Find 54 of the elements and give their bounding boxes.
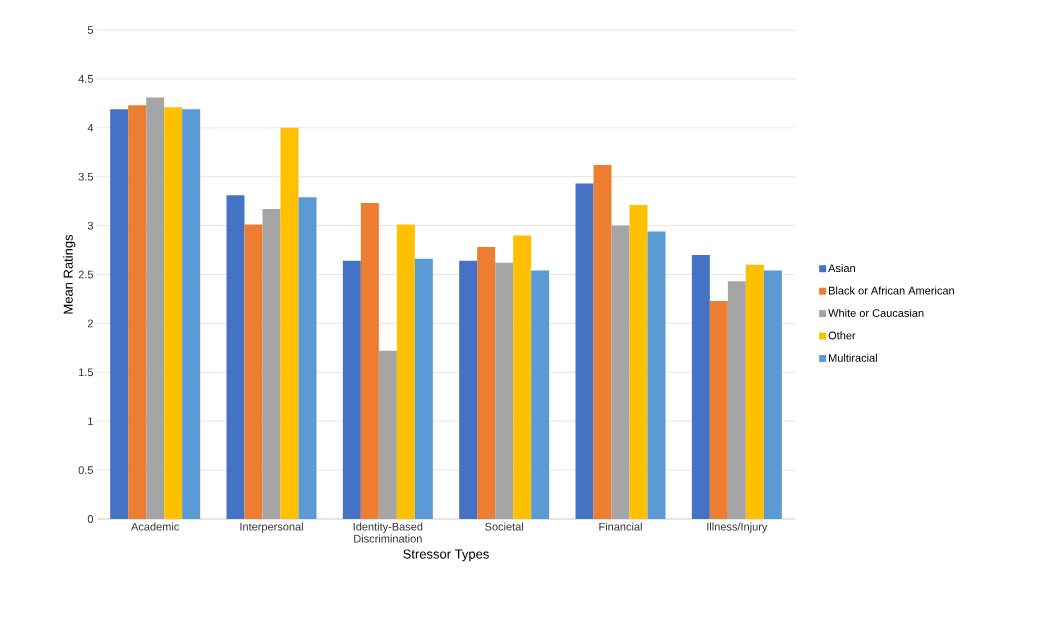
y-tick-label: 4 bbox=[87, 124, 94, 132]
legend-label: White or Caucasian bbox=[828, 308, 924, 317]
x-axis-title: Stressor Types bbox=[403, 549, 489, 562]
bar bbox=[459, 260, 478, 519]
bar bbox=[575, 183, 594, 519]
bar bbox=[727, 281, 746, 519]
bar bbox=[763, 270, 782, 519]
y-tick-label: 1.5 bbox=[79, 368, 94, 377]
bar bbox=[342, 260, 361, 519]
bar bbox=[226, 195, 245, 519]
bar bbox=[128, 105, 147, 519]
legend-label: Asian bbox=[828, 263, 855, 273]
bar bbox=[182, 109, 201, 519]
bar bbox=[709, 300, 728, 519]
y-tick-label: 3.5 bbox=[78, 172, 94, 181]
y-tick-label: 4.5 bbox=[78, 75, 94, 83]
bar bbox=[360, 203, 379, 519]
bar bbox=[477, 247, 496, 519]
bar bbox=[280, 127, 299, 519]
bar bbox=[691, 254, 710, 519]
y-tick-label: 0.5 bbox=[78, 466, 94, 474]
y-tick-label: 2 bbox=[87, 319, 93, 328]
bar bbox=[146, 97, 165, 519]
y-tick-label: 1 bbox=[88, 417, 93, 425]
bar bbox=[110, 109, 129, 519]
bar bbox=[629, 205, 648, 519]
bar bbox=[414, 258, 433, 519]
bar bbox=[745, 264, 764, 519]
bar bbox=[495, 262, 514, 519]
bar bbox=[611, 225, 630, 519]
y-tick-label: 3 bbox=[87, 221, 93, 230]
x-tick-label: Illness/Injury bbox=[707, 522, 768, 533]
y-tick-label: 2.5 bbox=[78, 270, 94, 279]
bar bbox=[647, 231, 666, 519]
x-tick-label: Interpersonal bbox=[240, 522, 303, 533]
legend-label: Other bbox=[828, 331, 856, 340]
legend-label: Multiracial bbox=[829, 353, 877, 362]
bar bbox=[262, 208, 281, 519]
x-tick-label: Academic bbox=[131, 522, 180, 531]
x-tick-label: Societal bbox=[485, 522, 523, 531]
x-tick-label: Financial bbox=[599, 522, 642, 531]
y-axis-title: Mean Ratings bbox=[63, 234, 76, 314]
y-tick-label: 0 bbox=[87, 515, 94, 523]
bar bbox=[396, 224, 415, 519]
bar bbox=[378, 350, 397, 519]
y-tick-label: 5 bbox=[87, 26, 94, 34]
bar bbox=[244, 224, 263, 519]
bar bbox=[298, 197, 317, 519]
bar bbox=[593, 164, 612, 519]
x-tick-label: Identity-Based Discrimination bbox=[353, 522, 423, 543]
bar bbox=[513, 235, 532, 519]
bar bbox=[531, 270, 550, 519]
legend-label: Black or African American bbox=[829, 286, 954, 295]
bar bbox=[164, 107, 183, 519]
